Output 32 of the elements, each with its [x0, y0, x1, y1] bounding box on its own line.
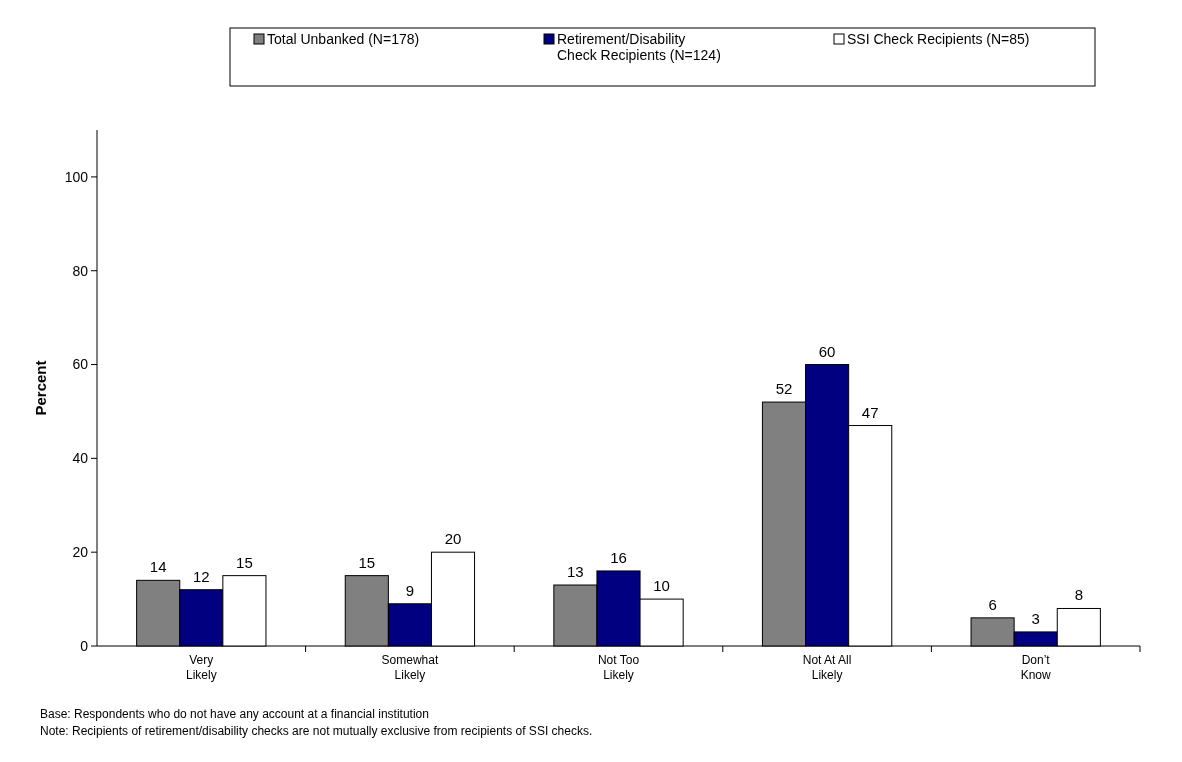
legend-label: SSI Check Recipients (N=85) [847, 31, 1030, 47]
legend-label: Retirement/Disability Check Recipients (N=124) [557, 31, 721, 63]
data-label: 47 [861, 403, 879, 421]
y-tick-label: 80 [72, 262, 89, 279]
x-tick-label: Somewhat Likely [381, 653, 439, 682]
data-label: 15 [358, 553, 376, 571]
text: Note: Recipients of retirement/disability checks are not mutually exclusive from recipients of SSI checks. [40, 724, 593, 738]
data-label: 12 [192, 567, 210, 585]
data-label: 9 [405, 581, 415, 599]
data-label: 52 [775, 380, 793, 398]
x-tick-label: Don’t Know [1020, 653, 1052, 682]
x-tick-label: Not Too Likely [597, 653, 640, 682]
y-tick-label: 40 [72, 450, 89, 467]
data-label: 14 [149, 558, 167, 576]
data-label: 15 [236, 553, 253, 571]
data-label: 6 [988, 595, 997, 613]
x-tick-label: Not At All Likely [802, 653, 852, 682]
y-tick-label: 60 [72, 356, 89, 373]
data-label: 60 [818, 342, 836, 360]
data-label: 10 [653, 577, 670, 595]
legend-label: Total Unbanked (N=178) [267, 31, 420, 47]
text: Base: Respondents who do not have any account at a financial institution [40, 707, 429, 721]
data-label: 13 [567, 563, 584, 581]
y-tick-label: 20 [72, 544, 89, 561]
y-tick-label: 100 [64, 168, 89, 185]
x-tick-label: Very Likely [185, 653, 217, 682]
data-label: 16 [610, 548, 627, 566]
data-label: 3 [1031, 609, 1040, 627]
data-label: 20 [444, 530, 462, 548]
y-tick-label: 0 [80, 637, 89, 654]
data-label: 8 [1074, 586, 1083, 604]
y-axis-title: Percent [32, 360, 49, 416]
